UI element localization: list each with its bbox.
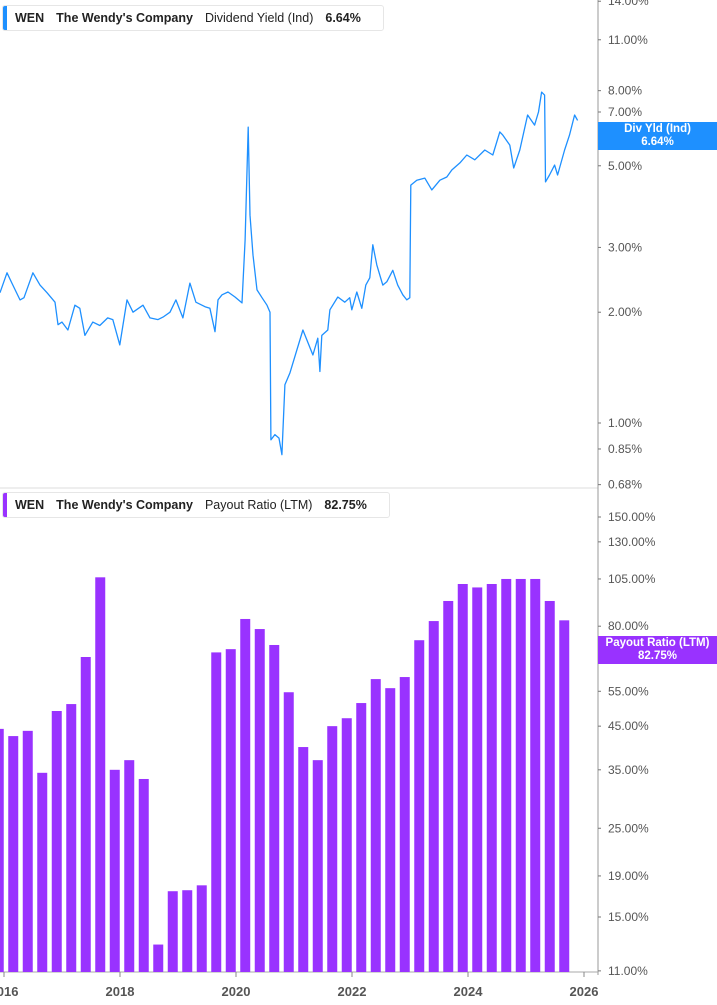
top-legend: WEN The Wendy's Company Dividend Yield (… (2, 5, 384, 31)
company-name: The Wendy's Company (56, 498, 193, 512)
y-tick-label: 19.00% (608, 869, 649, 883)
bar (182, 890, 193, 972)
y-tick-label: 2.00% (608, 305, 642, 319)
bar (486, 583, 497, 972)
ticker: WEN (15, 498, 45, 512)
bar (457, 583, 468, 972)
bar (138, 778, 149, 972)
bottom-legend: WEN The Wendy's Company Payout Ratio (LT… (2, 492, 390, 518)
x-tick-label: 2024 (454, 984, 484, 999)
y-tick-label: 11.00% (608, 33, 648, 47)
metric-value: 82.75% (324, 498, 367, 512)
badge-value: 6.64% (641, 136, 674, 148)
y-tick-label: 11.00% (608, 964, 648, 978)
badge-label: Div Yld (Ind) (624, 123, 691, 135)
bar (22, 730, 33, 972)
bar (443, 600, 454, 972)
bar (95, 577, 106, 972)
badge-label: Payout Ratio (LTM) (605, 637, 710, 649)
bar (283, 692, 294, 972)
bar (385, 688, 396, 972)
bar (211, 652, 222, 972)
metric-name: Payout Ratio (LTM) (204, 498, 313, 512)
last-value-badge-yield: Div Yld (Ind) 6.64% (598, 122, 717, 150)
y-tick-label: 45.00% (608, 719, 649, 733)
y-tick-label: 25.00% (608, 821, 649, 835)
bar (124, 760, 135, 972)
bar (254, 629, 265, 972)
y-tick-label: 7.00% (608, 105, 642, 119)
bar (109, 769, 120, 972)
bar (530, 578, 541, 972)
bar (501, 578, 512, 972)
bar (196, 885, 207, 972)
bar (8, 736, 19, 972)
y-tick-label: 130.00% (608, 535, 656, 549)
bar (37, 772, 48, 972)
bar (327, 726, 338, 972)
y-tick-label: 150.00% (608, 510, 656, 524)
x-tick-label: 2018 (106, 984, 135, 999)
x-tick-label: 2020 (222, 984, 251, 999)
series-color-marker (3, 6, 7, 30)
last-value-badge-payout: Payout Ratio (LTM) 82.75% (598, 636, 717, 664)
bar (356, 703, 367, 972)
bar (428, 621, 439, 972)
y-tick-label: 8.00% (608, 84, 642, 98)
bar (298, 747, 309, 972)
bar (370, 679, 381, 972)
bar (153, 944, 164, 972)
metric-value: 6.64% (325, 11, 361, 25)
y-tick-label: 0.85% (608, 442, 642, 456)
bar (414, 640, 425, 972)
bar (341, 718, 352, 972)
bar (399, 677, 410, 972)
ticker: WEN (15, 11, 45, 25)
metric-name: Dividend Yield (Ind) (204, 11, 314, 25)
bar (80, 657, 91, 972)
bar (312, 760, 323, 972)
bar (225, 649, 236, 972)
bar (472, 587, 483, 972)
y-tick-label: 80.00% (608, 619, 649, 633)
y-tick-label: 3.00% (608, 240, 642, 254)
bar (240, 618, 251, 972)
x-tick-label: 2026 (570, 984, 599, 999)
bar (167, 891, 178, 972)
x-tick-label: 2016 (0, 984, 18, 999)
y-tick-label: 105.00% (608, 572, 656, 586)
bar (51, 711, 62, 972)
y-tick-label: 55.00% (608, 684, 649, 698)
y-tick-label: 35.00% (608, 763, 649, 777)
x-tick-label: 2022 (338, 984, 367, 999)
dividend-yield-line (0, 91, 579, 456)
badge-value: 82.75% (637, 650, 677, 662)
bar (515, 578, 526, 972)
y-tick-label: 0.68% (608, 478, 642, 492)
bar (0, 728, 4, 972)
bar (269, 644, 280, 972)
bar (544, 600, 555, 972)
company-name: The Wendy's Company (56, 11, 193, 25)
bar (66, 704, 77, 972)
series-color-marker (3, 493, 7, 517)
y-tick-label: 15.00% (608, 910, 649, 924)
bar (559, 620, 570, 972)
y-tick-label: 14.00% (608, 0, 649, 8)
y-tick-label: 1.00% (608, 416, 642, 430)
y-tick-label: 5.00% (608, 159, 642, 173)
